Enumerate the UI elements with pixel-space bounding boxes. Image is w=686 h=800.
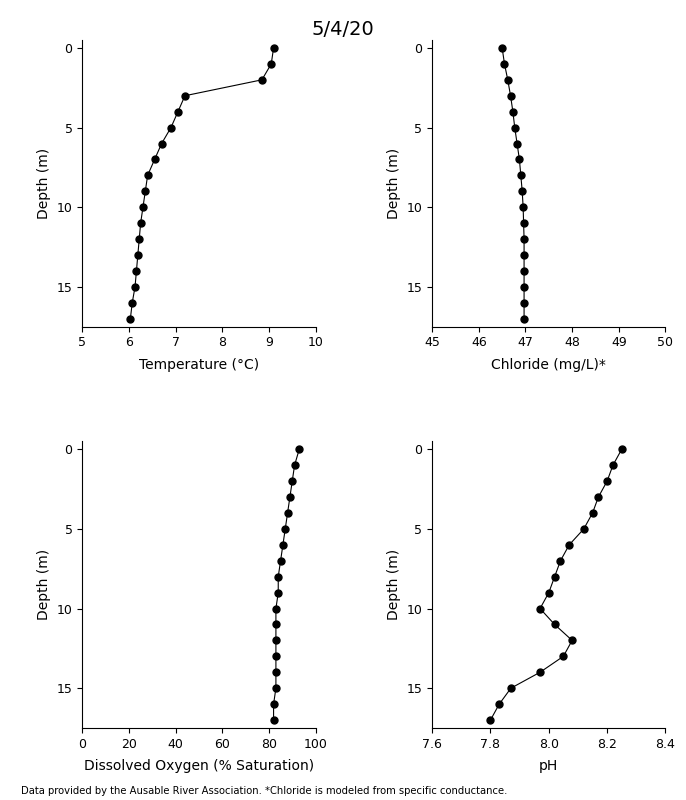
X-axis label: Chloride (mg/L)*: Chloride (mg/L)* bbox=[491, 358, 606, 372]
X-axis label: Dissolved Oxygen (% Saturation): Dissolved Oxygen (% Saturation) bbox=[84, 759, 314, 773]
Y-axis label: Depth (m): Depth (m) bbox=[387, 148, 401, 219]
Y-axis label: Depth (m): Depth (m) bbox=[37, 148, 51, 219]
X-axis label: pH: pH bbox=[539, 759, 558, 773]
Y-axis label: Depth (m): Depth (m) bbox=[37, 549, 51, 620]
Text: Data provided by the Ausable River Association. *Chloride is modeled from specif: Data provided by the Ausable River Assoc… bbox=[21, 786, 507, 796]
Text: 5/4/20: 5/4/20 bbox=[311, 20, 375, 39]
X-axis label: Temperature (°C): Temperature (°C) bbox=[139, 358, 259, 372]
Y-axis label: Depth (m): Depth (m) bbox=[387, 549, 401, 620]
